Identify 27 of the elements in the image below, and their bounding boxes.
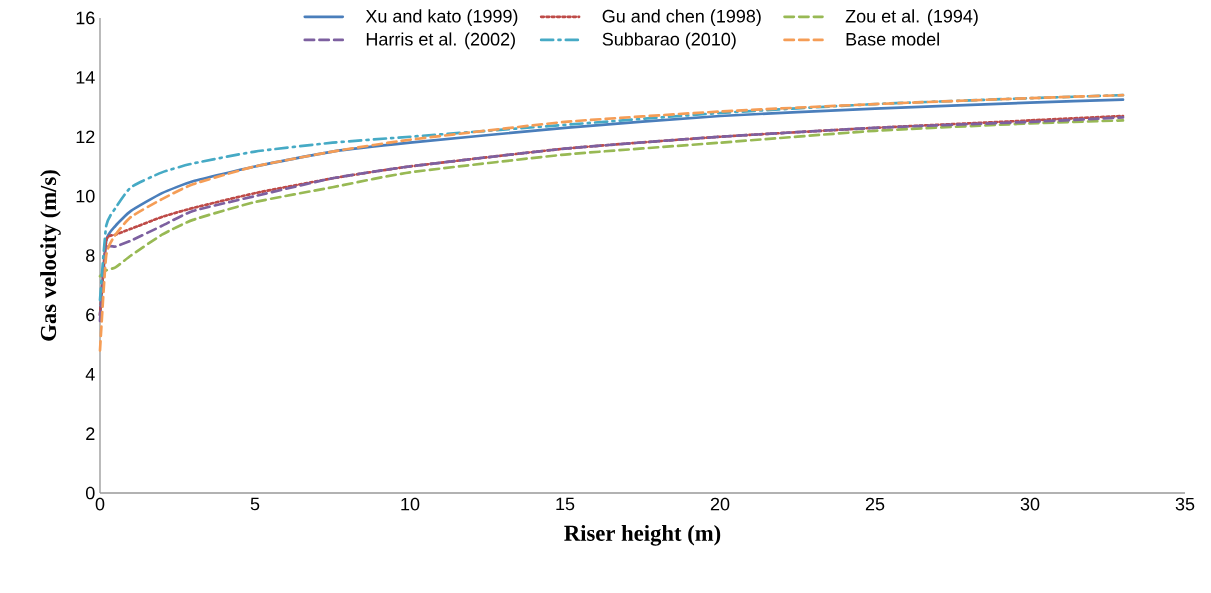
x-tick-label: 25 <box>865 497 885 511</box>
y-tick-label: 14 <box>76 71 95 84</box>
x-tick-label: 20 <box>710 497 730 511</box>
x-tick-label: 15 <box>556 497 575 511</box>
y-axis-title: Gas velocity (m/s) <box>40 170 61 341</box>
x-tick-label: 0 <box>95 497 105 511</box>
line-series <box>98 119 1125 278</box>
y-tick-label: 2 <box>86 427 95 440</box>
legend-label: Harris et al. (2002) <box>366 32 515 50</box>
x-tick-label: 30 <box>1020 497 1040 511</box>
legend-label: Subbarao (2010) <box>602 32 736 50</box>
y-tick-label: 6 <box>86 308 95 322</box>
y-tick-label: 4 <box>85 368 95 381</box>
legend-label: Gu and chen (1998) <box>602 9 761 27</box>
x-tick-label: 5 <box>250 497 260 511</box>
legend-label: Xu and kato (1999) <box>365 9 518 27</box>
y-tick-label: 8 <box>86 249 95 262</box>
legend-label: Zou et al. (1994) <box>845 9 978 27</box>
x-axis-title: Riser height (m) <box>564 524 721 546</box>
y-tick-label: 10 <box>76 189 95 203</box>
y-tick-label: 12 <box>76 130 95 144</box>
y-tick-label: 16 <box>76 11 95 25</box>
legend-label: Base model <box>846 32 939 46</box>
x-tick-label: 35 <box>1175 497 1195 511</box>
line-series <box>98 93 1125 352</box>
y-tick-label: 0 <box>85 486 95 500</box>
x-tick-label: 10 <box>401 497 420 511</box>
